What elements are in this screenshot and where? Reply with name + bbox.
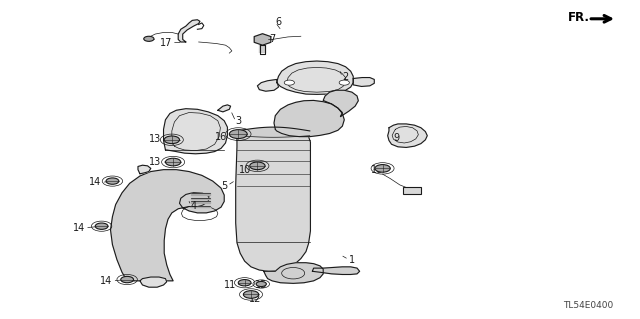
Circle shape	[284, 80, 294, 85]
Text: 12: 12	[248, 293, 261, 304]
Circle shape	[121, 276, 134, 283]
Polygon shape	[236, 129, 310, 271]
Circle shape	[229, 130, 247, 138]
Polygon shape	[178, 20, 200, 42]
Polygon shape	[191, 201, 210, 203]
Text: 5: 5	[221, 181, 227, 190]
Polygon shape	[388, 124, 428, 147]
Text: 1: 1	[349, 255, 355, 264]
Polygon shape	[138, 165, 151, 174]
Polygon shape	[164, 109, 227, 154]
Text: 18: 18	[371, 165, 383, 175]
Polygon shape	[191, 197, 210, 199]
Circle shape	[166, 158, 180, 166]
Polygon shape	[111, 170, 224, 281]
Text: 11: 11	[223, 280, 236, 290]
Text: 14: 14	[100, 276, 113, 286]
Text: 6: 6	[275, 17, 282, 27]
Polygon shape	[312, 267, 360, 274]
Polygon shape	[191, 194, 210, 195]
Text: 7: 7	[269, 34, 275, 44]
Circle shape	[250, 162, 265, 170]
Text: 13: 13	[149, 157, 162, 167]
Text: 14: 14	[73, 223, 85, 233]
Polygon shape	[276, 61, 353, 94]
Circle shape	[256, 281, 266, 286]
Polygon shape	[323, 90, 358, 117]
Polygon shape	[140, 277, 167, 287]
Text: 14: 14	[90, 177, 102, 187]
Circle shape	[243, 291, 259, 298]
Polygon shape	[353, 78, 374, 86]
Circle shape	[144, 36, 154, 41]
Circle shape	[375, 165, 390, 172]
Polygon shape	[191, 205, 210, 207]
Text: FR.: FR.	[568, 11, 590, 24]
Text: TL54E0400: TL54E0400	[563, 301, 614, 310]
Circle shape	[95, 223, 108, 229]
Text: 2: 2	[342, 72, 349, 82]
Text: 15: 15	[255, 280, 268, 290]
FancyBboxPatch shape	[403, 188, 421, 195]
Circle shape	[164, 136, 179, 144]
Circle shape	[238, 279, 251, 286]
Text: 10: 10	[239, 165, 251, 175]
Polygon shape	[264, 263, 323, 283]
Text: 16: 16	[215, 132, 227, 142]
Text: 4: 4	[191, 201, 197, 211]
Text: 13: 13	[149, 134, 162, 144]
Text: 3: 3	[236, 116, 242, 126]
Polygon shape	[257, 79, 278, 91]
Circle shape	[339, 80, 349, 85]
Polygon shape	[274, 100, 344, 137]
Text: 8: 8	[406, 187, 412, 197]
Text: 17: 17	[159, 38, 172, 48]
Polygon shape	[254, 34, 271, 45]
Circle shape	[106, 178, 119, 184]
Text: 9: 9	[394, 133, 399, 143]
Polygon shape	[218, 105, 230, 112]
